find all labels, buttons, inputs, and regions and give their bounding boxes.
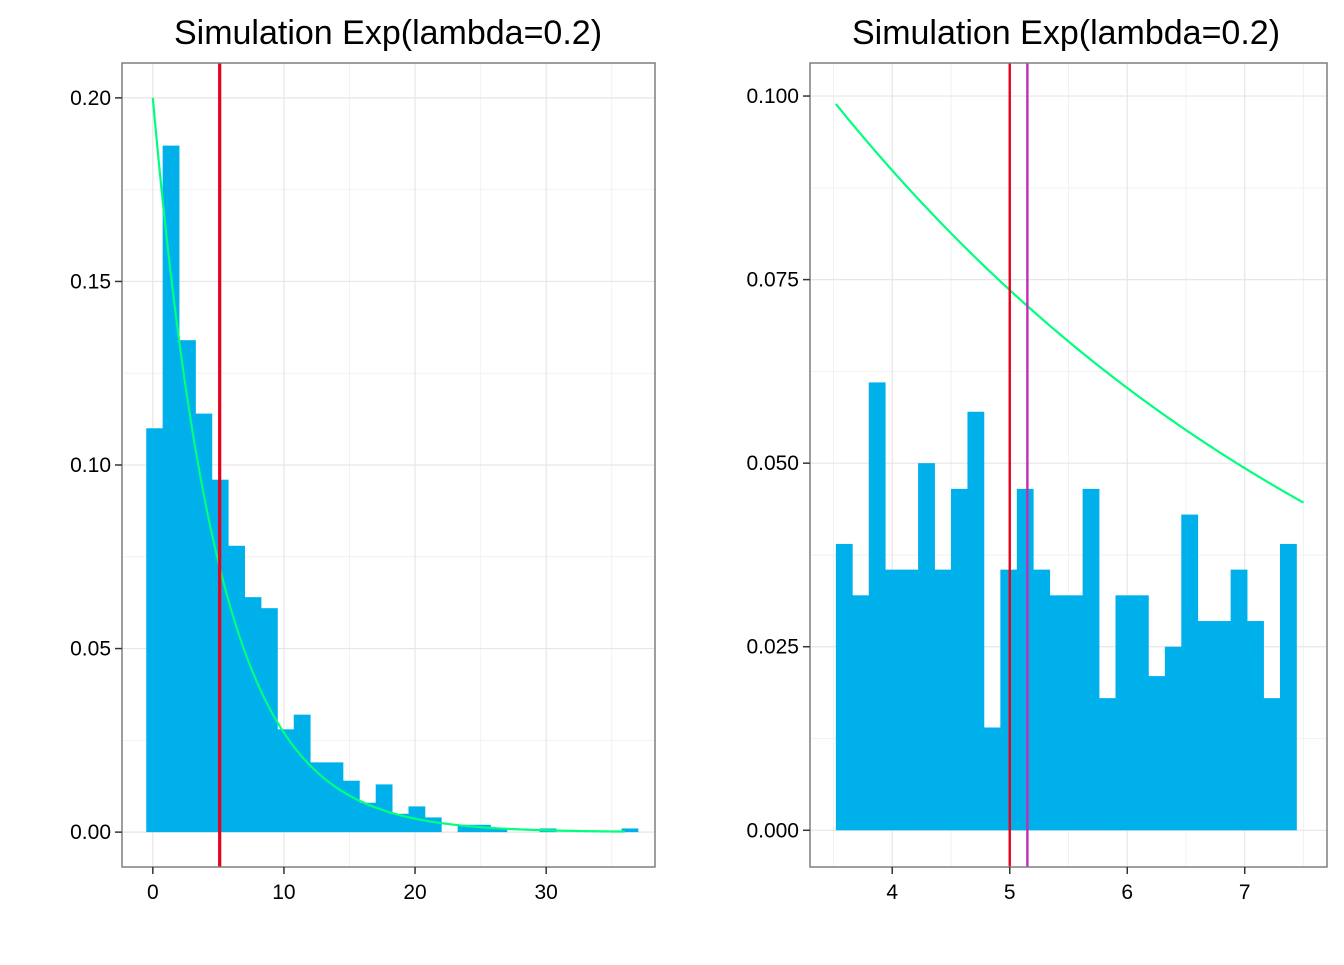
histogram-bar [260, 608, 278, 833]
histogram-bar [951, 488, 968, 831]
histogram-bar [1247, 621, 1264, 831]
histogram-bar [868, 382, 886, 831]
histogram-bar [885, 569, 903, 831]
y-tick-label: 0.20 [70, 87, 111, 110]
y-tick-label: 0.050 [746, 452, 799, 475]
histogram-bar [424, 817, 442, 833]
histogram-bar [983, 727, 1001, 831]
y-tick-label: 0.075 [746, 269, 799, 292]
x-tick-label: 7 [1239, 881, 1251, 904]
histogram-bar [490, 828, 508, 833]
x-tick-label: 30 [534, 881, 557, 904]
histogram-bar [835, 543, 853, 831]
x-tick-label: 6 [1121, 881, 1133, 904]
chart-title: Simulation Exp(lambda=0.2) [174, 14, 602, 52]
x-tick-label: 0 [147, 881, 159, 904]
chart-panel-1: Simulation Exp(lambda=0.2) 0.00 0.05 0.10 0.… [70, 14, 656, 904]
histogram-bar [1049, 595, 1067, 831]
histogram-bar [901, 569, 919, 831]
histogram-bar [1033, 569, 1051, 831]
histogram-bar [1197, 621, 1215, 831]
histogram-bar [852, 595, 870, 831]
histogram-bar [326, 762, 344, 833]
histogram-bar [1131, 595, 1149, 831]
x-tick-label: 5 [1004, 881, 1016, 904]
y-tick-label: 0.10 [70, 454, 111, 477]
histogram-bar [918, 463, 935, 831]
chart-panel-2: Simulation Exp(lambda=0.2) 0.000 0.025 0.05… [746, 14, 1328, 904]
histogram-bar [1082, 488, 1100, 831]
y-tick-label: 0.025 [746, 636, 799, 659]
histogram-bar [228, 545, 245, 833]
histogram-bar [1016, 488, 1034, 831]
histogram-bar [934, 569, 952, 831]
histogram-bar [1164, 646, 1182, 831]
histogram-bar [1280, 543, 1297, 831]
histogram-bar [342, 780, 360, 833]
histogram-bar [1115, 595, 1133, 831]
density-curve [151, 97, 625, 833]
y-tick-label: 0.000 [746, 819, 799, 842]
histogram-bar [359, 802, 377, 833]
histogram-bar [375, 784, 393, 833]
histogram-bar [621, 828, 639, 833]
histogram-bar [244, 597, 262, 833]
y-tick-label: 0.100 [746, 85, 799, 108]
histogram-bar [146, 428, 164, 833]
histogram-bar [1214, 621, 1232, 831]
histogram-bar [293, 714, 311, 833]
y-tick-label: 0.00 [70, 821, 111, 844]
x-tick-label: 10 [272, 881, 295, 904]
histogram-bar [474, 824, 491, 833]
histogram-bar [1099, 698, 1116, 831]
histogram-bar [392, 813, 409, 833]
histogram-bar [1181, 514, 1199, 831]
x-tick-label: 4 [886, 881, 898, 904]
histogram-bar [967, 411, 985, 831]
y-tick-label: 0.15 [70, 270, 111, 293]
y-tick-label: 0.05 [70, 638, 111, 661]
histogram-bar [1148, 676, 1166, 831]
histogram-bar [277, 729, 295, 833]
histogram-bar [457, 824, 475, 833]
histogram-bar [1066, 595, 1083, 831]
histogram-bar [195, 413, 213, 833]
panel-border [809, 62, 1328, 868]
histogram-bar [1230, 569, 1248, 831]
histogram-bar [162, 145, 180, 833]
histogram-bar [310, 762, 327, 833]
histogram-bar [179, 340, 196, 833]
x-tick-label: 20 [403, 881, 426, 904]
chart-title: Simulation Exp(lambda=0.2) [852, 14, 1280, 52]
histogram-bar [1263, 698, 1281, 831]
density-curve [834, 103, 1305, 504]
